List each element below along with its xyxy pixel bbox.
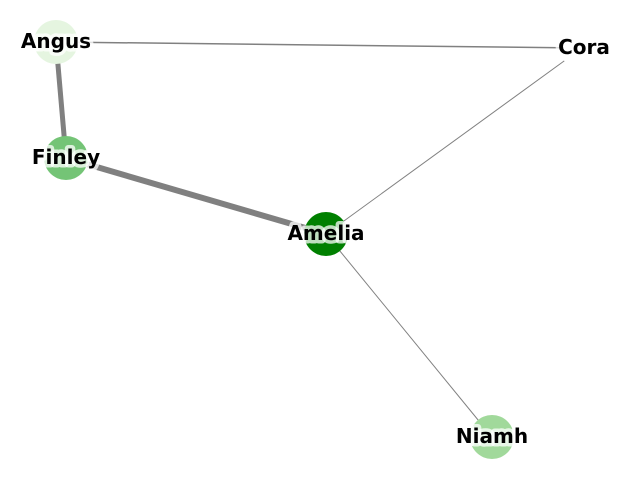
node-amelia[interactable] <box>304 212 348 256</box>
node-angus[interactable] <box>34 20 78 64</box>
node-label-finley: Finley <box>32 145 100 169</box>
node-label-niamh: Niamh <box>456 424 528 448</box>
nodes-layer <box>34 20 604 459</box>
node-finley[interactable] <box>44 136 88 180</box>
edge-cora-amelia <box>325 47 583 235</box>
node-cora[interactable] <box>560 26 604 70</box>
node-label-angus: Angus <box>21 29 91 53</box>
node-label-amelia: Amelia <box>287 221 364 245</box>
edge-finley-amelia <box>65 155 327 237</box>
edge-angus-cora <box>55 41 583 49</box>
edge-amelia-niamh <box>325 233 493 438</box>
labels-layer: Angus Cora Finley Amelia Niamh <box>17 26 613 452</box>
node-label-cora: Cora <box>558 35 610 59</box>
node-niamh[interactable] <box>470 415 514 459</box>
